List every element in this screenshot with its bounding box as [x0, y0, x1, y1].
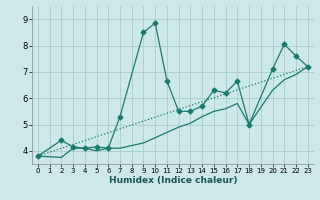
X-axis label: Humidex (Indice chaleur): Humidex (Indice chaleur): [108, 176, 237, 185]
